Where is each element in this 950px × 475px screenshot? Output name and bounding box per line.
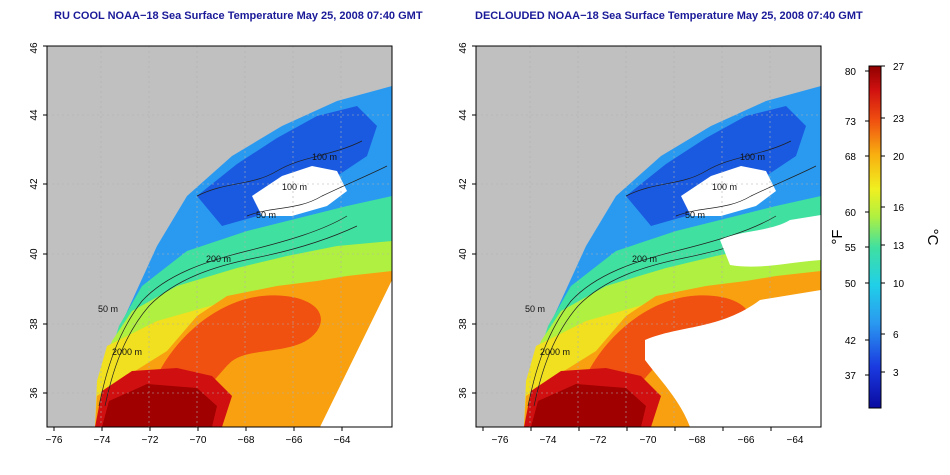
colorbar-c-tick: 13 <box>893 241 905 252</box>
left-map-title: RU COOL NOAA−18 Sea Surface Temperature … <box>54 10 423 22</box>
right-y-tick: 42 <box>458 178 469 190</box>
left-x-tick: −66 <box>286 435 303 446</box>
left-contour-label: 50 m <box>256 210 276 220</box>
right-y-tick: 44 <box>458 109 469 121</box>
left-x-tick: −64 <box>334 435 351 446</box>
right-contour-label: 50 m <box>525 304 545 314</box>
left-y-tick: 36 <box>29 387 40 399</box>
colorbar-f-tick: 37 <box>845 371 857 382</box>
right-contour-label: 2000 m <box>540 347 570 357</box>
left-y-tick: 42 <box>29 178 40 190</box>
right-x-tick: −66 <box>738 435 755 446</box>
left-contour-label: 100 m <box>312 152 337 162</box>
colorbar-f-tick: 42 <box>845 336 857 347</box>
colorbar-c-tick: 23 <box>893 114 905 125</box>
left-x-tick: −76 <box>46 435 63 446</box>
colorbar-c-tick: 16 <box>893 203 905 214</box>
colorbar-c-tick: 20 <box>893 152 905 163</box>
right-y-tick: 40 <box>458 248 469 260</box>
left-contour-label: 50 m <box>98 304 118 314</box>
colorbar-f-tick: 60 <box>845 208 857 219</box>
colorbar-f-tick: 80 <box>845 67 857 78</box>
colorbar-f-tick: 68 <box>845 152 857 163</box>
left-map-frame <box>46 45 393 428</box>
left-x-tick: −72 <box>142 435 159 446</box>
right-y-tick: 38 <box>458 318 469 330</box>
right-contour-label: 100 m <box>740 152 765 162</box>
colorbar-f-tick: 73 <box>845 117 857 128</box>
right-map <box>476 46 821 427</box>
colorbar-f-tick: 55 <box>845 243 857 254</box>
left-contour-label: 2000 m <box>112 347 142 357</box>
right-map-frame <box>475 45 822 428</box>
colorbar <box>868 65 882 409</box>
colorbar-c-tick: 10 <box>893 279 905 290</box>
left-contour-label: 200 m <box>206 254 231 264</box>
right-x-tick: −74 <box>540 435 557 446</box>
right-x-tick: −70 <box>640 435 657 446</box>
left-y-tick: 38 <box>29 318 40 330</box>
left-y-tick: 40 <box>29 248 40 260</box>
right-x-tick: −72 <box>590 435 607 446</box>
right-x-tick: −64 <box>787 435 804 446</box>
colorbar-c-tick: 3 <box>893 368 899 379</box>
left-contour-label: 100 m <box>282 182 307 192</box>
left-x-tick: −70 <box>190 435 207 446</box>
right-y-tick: 36 <box>458 387 469 399</box>
colorbar-celsius-label: °C <box>924 229 941 246</box>
left-map <box>47 46 392 427</box>
right-y-tick: 46 <box>458 42 469 54</box>
colorbar-c-tick: 27 <box>893 62 905 73</box>
colorbar-f-tick: 50 <box>845 279 857 290</box>
right-x-tick: −76 <box>492 435 509 446</box>
right-contour-label: 50 m <box>685 210 705 220</box>
right-x-tick: −68 <box>689 435 706 446</box>
left-y-tick: 46 <box>29 42 40 54</box>
colorbar-c-tick: 6 <box>893 330 899 341</box>
left-x-tick: −68 <box>238 435 255 446</box>
left-x-tick: −74 <box>94 435 111 446</box>
colorbar-fahrenheit-label: °F <box>829 229 846 244</box>
left-y-tick: 44 <box>29 109 40 121</box>
right-contour-label: 200 m <box>632 254 657 264</box>
right-map-title: DECLOUDED NOAA−18 Sea Surface Temperatur… <box>475 10 863 22</box>
right-contour-label: 100 m <box>712 182 737 192</box>
